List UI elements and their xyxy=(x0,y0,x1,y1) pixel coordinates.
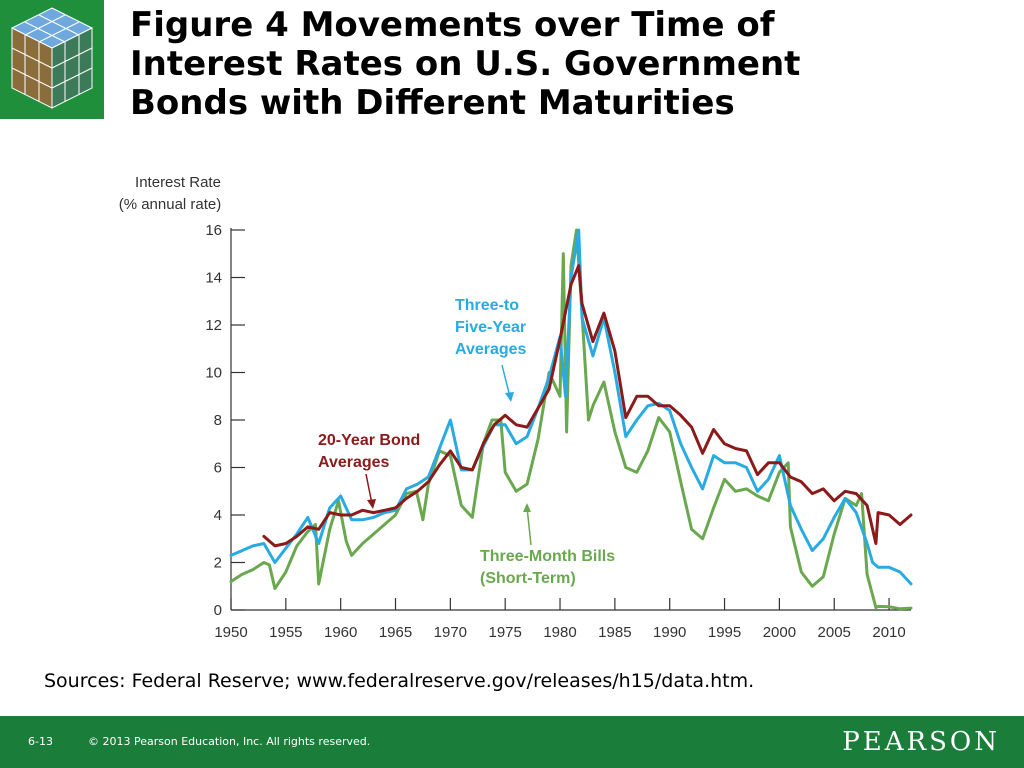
title-line: Figure 4 Movements over Time of xyxy=(130,5,775,45)
slide-number: 6-13 xyxy=(28,735,53,748)
rubiks-cube-logo xyxy=(0,0,104,119)
five-year-pointer-arrowhead xyxy=(505,392,514,402)
series-line-2 xyxy=(262,264,913,548)
y-tick-label: 0 xyxy=(214,602,222,619)
bills-label-line: Three-Month Bills xyxy=(480,548,615,565)
y-tick-label: 10 xyxy=(205,365,222,382)
chart-axes: 0 2 4 6 8 10 12 14 16 1950 1955 1960 1965 1970 1975 198… xyxy=(205,222,911,641)
chart-series-lines xyxy=(229,228,913,611)
five-year-label-line: Averages xyxy=(455,341,527,358)
slide-title: Figure 4 Movements over Time of Interest… xyxy=(130,6,1010,123)
y-axis-label-line: Interest Rate xyxy=(135,174,221,191)
copyright-text: © 2013 Pearson Education, Inc. All right… xyxy=(88,735,371,748)
x-tick-label: 1960 xyxy=(324,624,357,641)
y-tick-label: 8 xyxy=(214,412,222,429)
y-tick-label: 16 xyxy=(205,222,222,239)
bond-label-line: 20-Year Bond xyxy=(318,432,420,449)
footer-bar: 6-13 © 2013 Pearson Education, Inc. All … xyxy=(0,716,1024,768)
chart-annotations: Three-to Five-Year Averages 20-Year Bond… xyxy=(318,297,615,587)
title-line: Interest Rates on U.S. Government xyxy=(130,44,801,84)
x-tick-label: 2010 xyxy=(872,624,905,641)
y-tick-label: 14 xyxy=(205,270,222,287)
bond-label-line: Averages xyxy=(318,454,390,471)
bills-pointer-arrow xyxy=(526,506,532,546)
y-tick-label: 4 xyxy=(214,507,222,524)
cube-icon xyxy=(10,7,94,109)
title-line: Bonds with Different Maturities xyxy=(130,83,735,123)
bond-pointer-arrowhead xyxy=(367,499,376,509)
pearson-logo: PEARSON xyxy=(842,727,1000,757)
sources-note: Sources: Federal Reserve; www.federalres… xyxy=(44,670,755,692)
bond-pointer-arrow xyxy=(365,473,373,505)
five-year-pointer-arrow xyxy=(501,364,511,398)
x-tick-label: 2000 xyxy=(763,624,796,641)
y-tick-label: 6 xyxy=(214,460,222,477)
y-tick-label: 12 xyxy=(205,317,222,334)
x-tick-label: 1950 xyxy=(214,624,247,641)
bills-pointer-arrowhead xyxy=(523,503,531,512)
x-tick-label: 2005 xyxy=(818,624,851,641)
y-tick-label: 2 xyxy=(214,555,222,572)
x-tick-label: 1970 xyxy=(434,624,467,641)
bills-label-line: (Short-Term) xyxy=(480,570,576,587)
x-tick-label: 1995 xyxy=(708,624,741,641)
x-tick-label: 1955 xyxy=(269,624,302,641)
x-tick-label: 1965 xyxy=(379,624,412,641)
y-axis-label-line: (% annual rate) xyxy=(119,196,222,213)
five-year-label-line: Five-Year xyxy=(455,319,526,336)
x-tick-label: 1985 xyxy=(598,624,631,641)
five-year-label-line: Three-to xyxy=(455,297,519,314)
x-tick-label: 1975 xyxy=(489,624,522,641)
interest-rate-chart: Interest Rate (% annual rate) 0 2 4 6 8 10 12 1… xyxy=(119,174,913,641)
x-tick-label: 1980 xyxy=(543,624,576,641)
x-tick-label: 1990 xyxy=(653,624,686,641)
